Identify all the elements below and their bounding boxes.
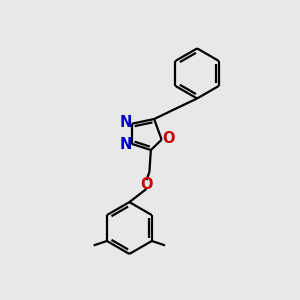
Text: O: O [140, 177, 153, 192]
Text: N: N [120, 137, 132, 152]
Text: O: O [162, 131, 174, 146]
Text: N: N [120, 116, 132, 130]
